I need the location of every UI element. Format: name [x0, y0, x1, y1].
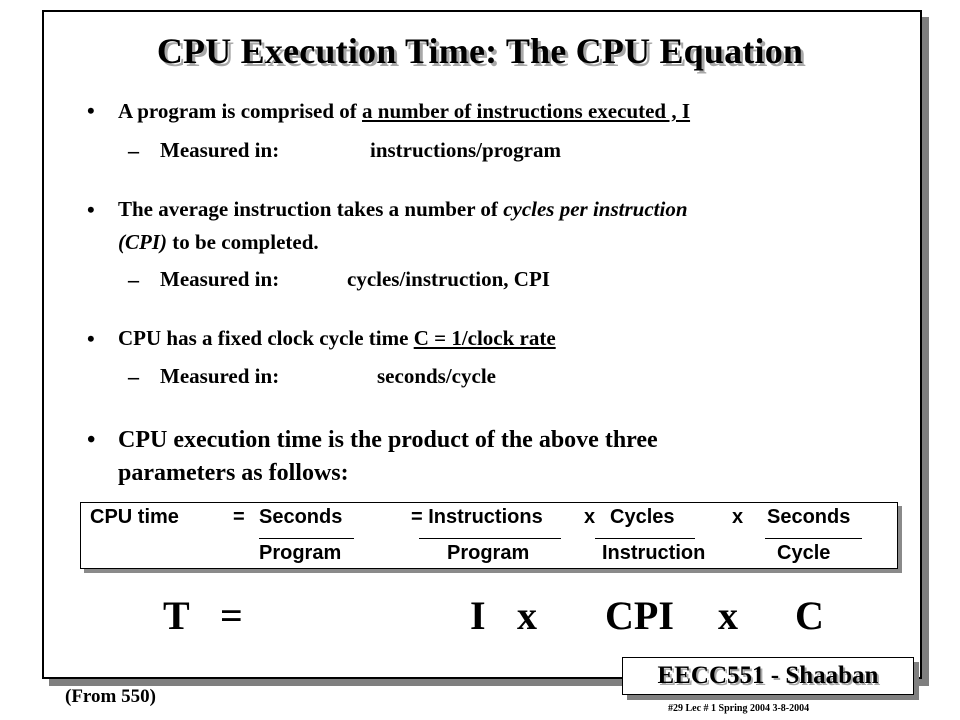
bullet-1-prefix: A program is comprised of	[118, 99, 363, 123]
bullet-3: CPU has a fixed clock cycle time C = 1/c…	[118, 328, 556, 349]
bullet-2-cpi: (CPI)	[118, 230, 167, 254]
equation-equals: =	[233, 506, 245, 528]
sub-1-value: instructions/program	[370, 138, 561, 162]
sub-3-value: seconds/cycle	[377, 364, 496, 388]
sub-dash: –	[128, 267, 139, 292]
course-badge: EECC551 - Shaaban	[622, 657, 914, 695]
source-note: (From 550)	[65, 686, 156, 707]
instruction-denominator: Instruction	[602, 542, 706, 564]
program-denominator-2: Program	[447, 542, 530, 564]
program-denominator: Program	[259, 542, 342, 564]
sub-2-label: Measured in:	[160, 267, 280, 291]
bullet-1: A program is comprised of a number of in…	[118, 101, 690, 122]
bullet-dot: •	[87, 427, 96, 453]
slide-footer: #29 Lec # 1 Spring 2004 3-8-2004	[668, 703, 810, 714]
fraction-bar	[765, 538, 862, 539]
sub-1-label: Measured in:	[160, 138, 280, 162]
times-sign: x	[584, 506, 596, 528]
bullet-4-line-1: CPU execution time is the product of the…	[118, 427, 658, 453]
bullet-2-line-2: (CPI) to be completed.	[118, 232, 319, 253]
bullet-dot: •	[87, 197, 95, 222]
equation-box: CPU time = Seconds Program = Instruction…	[80, 502, 898, 569]
seconds-numerator-2: Seconds	[767, 506, 851, 528]
bullet-3-underlined: C = 1/clock rate	[413, 326, 556, 350]
formula-times: x	[517, 593, 537, 638]
instructions-numerator: = Instructions	[411, 506, 543, 528]
equation-lhs: CPU time	[90, 506, 179, 528]
formula-I: I	[470, 593, 486, 638]
bullet-2-text: The average instruction takes a number o…	[118, 197, 504, 221]
bullet-4-line-2: parameters as follows:	[118, 460, 349, 486]
cycles-numerator: Cycles	[610, 506, 675, 528]
formula-equals: =	[220, 593, 243, 638]
cycle-denominator: Cycle	[777, 542, 831, 564]
bullet-dot: •	[87, 98, 95, 123]
seconds-numerator: Seconds	[259, 506, 343, 528]
bullet-2-line-1: The average instruction takes a number o…	[118, 199, 688, 220]
bullet-3-prefix: CPU has a fixed clock cycle time	[118, 326, 414, 350]
bullet-dot: •	[87, 326, 95, 351]
sub-dash: –	[128, 364, 139, 389]
fraction-bar	[419, 538, 561, 539]
bullet-2-italic: cycles per instruction	[503, 197, 688, 221]
fraction-bar	[595, 538, 695, 539]
formula-T: T	[163, 593, 190, 638]
sub-3-label: Measured in:	[160, 364, 280, 388]
fraction-bar	[259, 538, 354, 539]
sub-2-value: cycles/instruction, CPI	[347, 267, 550, 291]
times-sign: x	[732, 506, 744, 528]
formula-times-2: x	[718, 593, 738, 638]
sub-dash: –	[128, 138, 139, 163]
bullet-1-underlined: a number of instructions executed , I	[362, 99, 691, 123]
bullet-2-rest: to be completed.	[167, 230, 319, 254]
slide-title: CPU Execution Time: The CPU Equation	[156, 31, 804, 71]
formula-CPI: CPI	[605, 593, 674, 638]
formula-C: C	[795, 593, 824, 638]
